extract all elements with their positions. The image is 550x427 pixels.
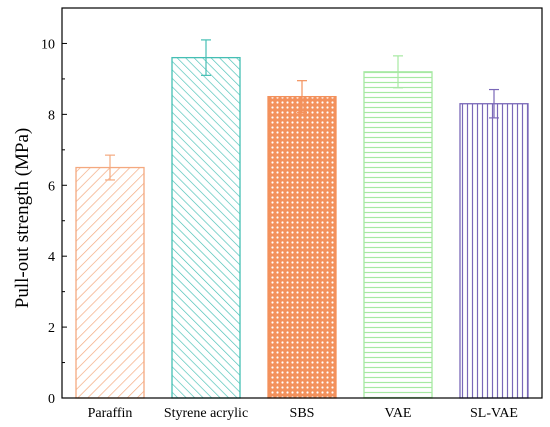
y-tick-label: 2 [48, 321, 55, 336]
plot-frame [61, 7, 543, 399]
bar-sbs [267, 95, 337, 399]
y-axis-title: Pull-out strength (MPa) [12, 128, 33, 309]
error-bar [105, 154, 115, 181]
y-tick-label: 10 [41, 37, 55, 52]
y-tick-label: 6 [48, 179, 55, 194]
y-tick-label: 4 [48, 250, 55, 265]
x-tick-label: Paraffin [88, 406, 133, 421]
error-bar [201, 39, 211, 76]
bar-styrene-acrylic [171, 56, 241, 399]
x-tick-label: Styrene acrylic [164, 406, 248, 421]
error-bar [297, 80, 307, 114]
x-tick-label: VAE [385, 406, 412, 421]
y-tick-label: 8 [48, 108, 55, 123]
bar-sl-vae [459, 103, 529, 399]
x-tick-label: SBS [290, 406, 315, 421]
bar-paraffin [75, 166, 145, 399]
error-bar [489, 88, 499, 119]
x-tick-label: SL-VAE [470, 406, 518, 421]
bar-vae [363, 71, 433, 399]
error-bar [393, 55, 403, 89]
y-tick-label: 0 [48, 392, 55, 407]
